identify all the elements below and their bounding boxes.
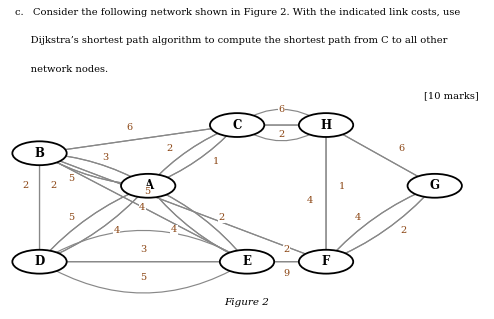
Text: Dijkstra’s shortest path algorithm to compute the shortest path from C to all ot: Dijkstra’s shortest path algorithm to co… [15,36,447,45]
Text: B: B [35,147,44,160]
Circle shape [299,250,353,274]
Text: 2: 2 [218,213,224,222]
Text: 5: 5 [69,174,75,183]
Text: [10 marks]: [10 marks] [424,91,479,100]
Text: 6: 6 [279,105,285,115]
Text: E: E [243,255,251,268]
Text: 4: 4 [354,213,361,222]
Text: 2: 2 [23,181,29,190]
Text: 5: 5 [144,187,151,196]
Text: F: F [322,255,330,268]
Text: Figure 2: Figure 2 [225,298,269,307]
Circle shape [210,113,264,137]
Circle shape [408,174,462,198]
Text: 1: 1 [339,182,345,191]
Text: 2: 2 [400,226,407,234]
Text: 4: 4 [114,226,120,234]
Circle shape [299,113,353,137]
Text: 6: 6 [127,123,133,132]
Text: network nodes.: network nodes. [15,65,108,74]
Text: G: G [430,179,440,192]
Text: C: C [233,119,242,131]
Text: 4: 4 [307,196,313,205]
Text: A: A [144,179,153,192]
Text: 6: 6 [399,144,405,152]
Circle shape [220,250,274,274]
Text: 3: 3 [140,245,146,254]
Text: 1: 1 [212,157,219,167]
Text: 2: 2 [50,181,56,190]
Circle shape [12,141,67,165]
Text: 4: 4 [171,225,177,234]
Text: H: H [321,119,331,131]
Text: D: D [35,255,44,268]
Text: 2: 2 [284,245,289,254]
Text: 5: 5 [140,273,146,283]
Text: 4: 4 [139,203,145,212]
Text: 3: 3 [102,152,108,162]
Text: 9: 9 [284,269,289,278]
Circle shape [121,174,175,198]
Text: 2: 2 [279,130,285,139]
Circle shape [12,250,67,274]
Text: c.   Consider the following network shown in Figure 2. With the indicated link c: c. Consider the following network shown … [15,8,460,17]
Text: 5: 5 [68,213,74,222]
Text: 2: 2 [166,145,173,153]
